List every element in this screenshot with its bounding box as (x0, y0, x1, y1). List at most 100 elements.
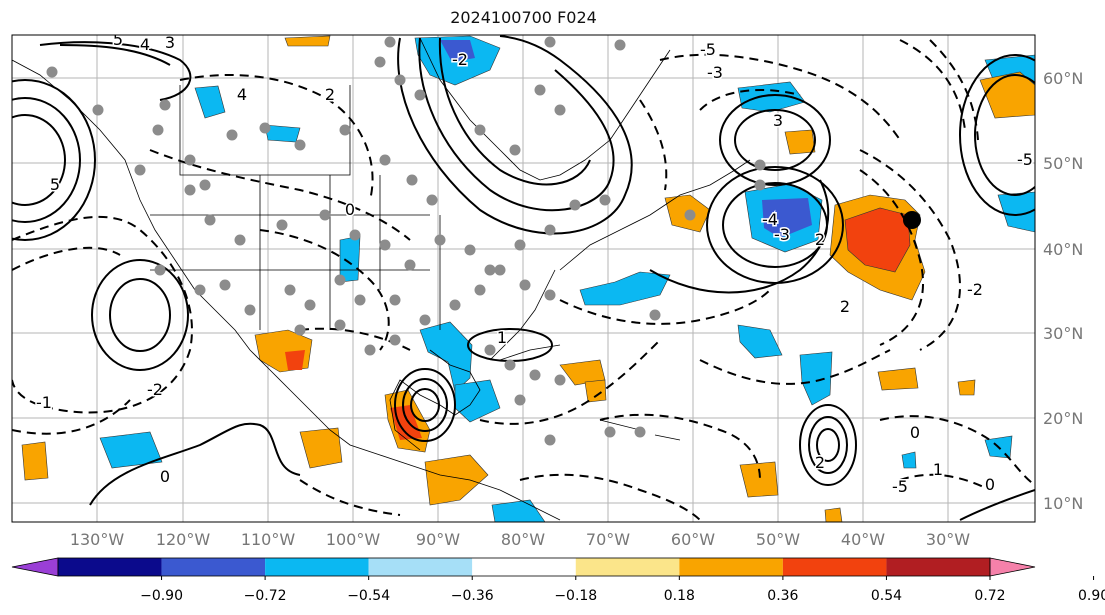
red-region (390, 405, 422, 440)
colorbar-tick-label: 0.18 (664, 588, 695, 604)
lon-label: 120°W (156, 530, 211, 549)
lon-label: 40°W (841, 530, 885, 549)
red-region (285, 350, 305, 370)
contour-label: 2 (325, 85, 335, 104)
colorbar-tick-label: 0.36 (767, 588, 798, 604)
colorbar-segment (265, 558, 369, 576)
contour-label: 1 (497, 328, 507, 347)
obs-dot (204, 214, 216, 226)
coastlines (12, 37, 751, 521)
orange-region (739, 461, 779, 498)
blue-region (339, 235, 361, 283)
latitude-labels: 60°N 50°N 40°N 30°N 20°N 10°N (1043, 69, 1083, 513)
contour-label: 3 (165, 33, 175, 52)
obs-dot (234, 234, 246, 246)
lon-label: 90°W (416, 530, 460, 549)
obs-dot (544, 434, 556, 446)
lat-label: 40°N (1043, 240, 1083, 259)
obs-dot (519, 279, 531, 291)
lat-label: 10°N (1043, 494, 1083, 513)
obs-dot (349, 229, 361, 241)
obs-dot (219, 279, 231, 291)
blue-region (799, 351, 833, 406)
colorbar-frame (57, 557, 991, 577)
obs-dot (634, 426, 646, 438)
colorbar-tick-label: 0.90 (1078, 588, 1105, 604)
obs-dot (406, 174, 418, 186)
obs-dot (474, 284, 486, 296)
lat-label: 60°N (1043, 69, 1083, 88)
obs-dot (339, 124, 351, 136)
colorbar (11, 557, 1036, 577)
obs-dot (569, 199, 581, 211)
obs-dot (159, 99, 171, 111)
contour-label: 5 (113, 30, 123, 49)
contour-label: -3 (707, 63, 723, 82)
obs-dot (154, 264, 166, 276)
dashed-contours (12, 39, 1035, 521)
obs-dot (364, 344, 376, 356)
lon-label: 110°W (241, 530, 296, 549)
lon-label: 100°W (326, 530, 381, 549)
colorbar-segment (161, 558, 266, 576)
obs-dot (46, 66, 58, 78)
obs-dot (226, 129, 238, 141)
obs-dot (684, 209, 696, 221)
colorbar-tick-label: 0.72 (974, 588, 1005, 604)
blue-core (762, 198, 812, 238)
contour-label: 2 (815, 453, 825, 472)
obs-dot (426, 194, 438, 206)
obs-dot (259, 122, 271, 134)
contour-label: 0 (345, 200, 355, 219)
obs-dot (354, 294, 366, 306)
contour-label: 4 (237, 85, 247, 104)
colorbar-ticks: −0.90 −0.72 −0.54 −0.36 −0.18 0.18 0.36 0.54 0.7… (140, 576, 1105, 604)
lon-label: 60°W (671, 530, 715, 549)
lon-label: 130°W (70, 530, 125, 549)
contour-label: 1 (933, 460, 943, 479)
obs-dot (544, 224, 556, 236)
obs-dot (544, 36, 556, 48)
obs-dot (414, 89, 426, 101)
lon-label: 70°W (586, 530, 630, 549)
blue-region (737, 324, 783, 359)
map-title: 2024100700 F024 (450, 8, 597, 27)
solid-contours (12, 35, 1035, 521)
colorbar-tick-label: −0.72 (244, 588, 287, 604)
obs-dot (284, 284, 296, 296)
orange-region (957, 379, 976, 396)
contour-label: 5 (50, 175, 60, 194)
colorbar-tick-label: −0.90 (140, 588, 183, 604)
orange-region (299, 427, 343, 469)
obs-dot (529, 369, 541, 381)
obs-dot (379, 239, 391, 251)
blue-region (901, 451, 917, 469)
blue-region (99, 431, 163, 469)
orange-region (424, 454, 489, 506)
obs-dot (754, 159, 766, 171)
contour-label: -2 (967, 280, 983, 299)
contour-label: 2 (815, 230, 825, 249)
colorbar-segment (58, 558, 162, 576)
obs-dot (504, 359, 516, 371)
colorbar-tick-label: −0.18 (554, 588, 597, 604)
longitude-labels: 130°W 120°W 110°W 100°W 90°W 80°W 70°W 60°W 50°W… (70, 530, 970, 549)
obs-dot (514, 239, 526, 251)
orange-region (584, 379, 607, 403)
obs-dot (599, 194, 611, 206)
obs-dot (194, 284, 206, 296)
obs-dot (494, 264, 506, 276)
obs-dot (434, 234, 446, 246)
obs-dot (389, 334, 401, 346)
obs-dot (389, 294, 401, 306)
lat-label: 30°N (1043, 324, 1083, 343)
obs-dot (394, 74, 406, 86)
red-region (844, 207, 911, 273)
contour-label: -1 (36, 393, 52, 412)
contour-label: 2 (840, 297, 850, 316)
obs-dot (92, 104, 104, 116)
colorbar-tick-label: −0.54 (347, 588, 390, 604)
obs-dot (304, 299, 316, 311)
obs-dot (294, 324, 306, 336)
